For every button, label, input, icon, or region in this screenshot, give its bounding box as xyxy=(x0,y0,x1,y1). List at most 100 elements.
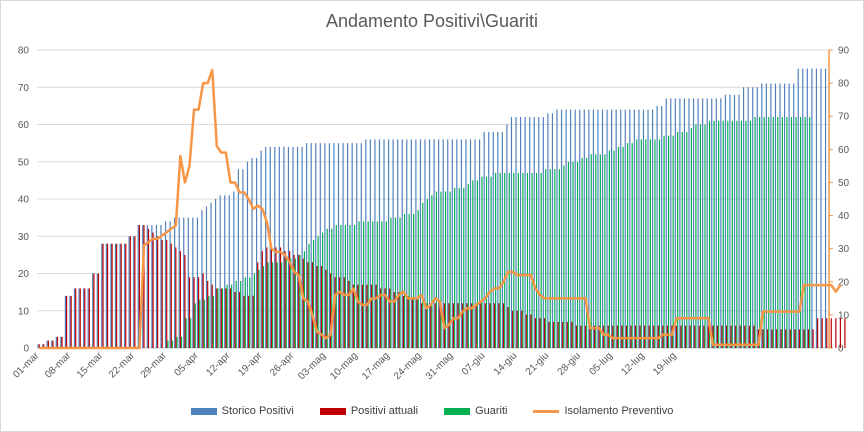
bar xyxy=(65,295,68,348)
bar xyxy=(835,318,837,348)
bar xyxy=(387,139,390,348)
bar-series xyxy=(37,68,846,349)
bar xyxy=(242,169,244,348)
bar xyxy=(471,303,473,348)
bar xyxy=(110,243,112,348)
bar xyxy=(413,213,415,348)
bar xyxy=(686,131,688,348)
bar xyxy=(134,236,136,348)
bar xyxy=(562,321,564,348)
bar xyxy=(390,217,392,348)
bar xyxy=(348,280,350,348)
bar xyxy=(42,344,44,348)
bar xyxy=(334,277,336,348)
bar xyxy=(557,321,559,348)
bar xyxy=(416,299,418,348)
bar xyxy=(517,172,519,348)
bar xyxy=(672,135,674,348)
bar xyxy=(736,120,738,349)
bar xyxy=(260,150,262,348)
bar xyxy=(79,288,81,348)
legend-item-positivi-attuali: Positivi attuali xyxy=(319,405,418,417)
bar xyxy=(372,221,374,348)
bar xyxy=(178,217,180,348)
bar xyxy=(752,87,754,348)
bar xyxy=(228,195,230,348)
y-axis-left: 0 10 20 30 40 50 60 70 80 xyxy=(18,46,30,355)
bar xyxy=(180,336,183,348)
bar xyxy=(129,236,131,348)
bar xyxy=(565,109,567,348)
bar xyxy=(333,143,335,348)
bar xyxy=(279,247,282,348)
bar xyxy=(507,307,509,348)
bar xyxy=(225,288,227,348)
bar xyxy=(380,288,382,348)
bar xyxy=(802,68,804,348)
bar xyxy=(493,303,496,348)
bar xyxy=(583,109,585,348)
bar xyxy=(820,68,822,348)
line-isolamento-preventivo xyxy=(39,68,842,350)
bar xyxy=(370,284,373,348)
bar xyxy=(522,172,524,348)
bar xyxy=(502,303,505,348)
bar xyxy=(592,109,594,348)
bar xyxy=(620,109,622,348)
bar xyxy=(194,303,196,348)
bar xyxy=(456,139,458,348)
bar xyxy=(499,172,501,348)
bar xyxy=(722,120,724,349)
bar xyxy=(476,180,479,348)
y-tick-label-left: 50 xyxy=(18,157,30,168)
bar xyxy=(702,98,704,348)
bar xyxy=(504,172,506,348)
bar xyxy=(363,221,365,348)
legend-swatch-isolamento xyxy=(533,409,560,413)
bar xyxy=(663,135,665,348)
bar xyxy=(785,329,787,348)
bar xyxy=(748,325,750,348)
bar xyxy=(601,109,604,348)
bar xyxy=(689,325,691,348)
bar xyxy=(147,228,150,348)
bar xyxy=(114,243,117,348)
bar xyxy=(179,251,181,348)
bar xyxy=(763,117,765,348)
bar xyxy=(844,318,846,348)
bar xyxy=(483,131,485,348)
bar xyxy=(526,172,529,348)
bar xyxy=(97,273,100,348)
bar xyxy=(707,325,709,348)
bar xyxy=(543,318,546,348)
bar xyxy=(47,340,49,348)
bar xyxy=(229,288,232,348)
bar xyxy=(774,83,777,349)
bar xyxy=(794,329,796,348)
bar xyxy=(706,98,708,348)
y-tick-label-left: 80 xyxy=(18,46,30,57)
bar xyxy=(243,295,245,348)
bar xyxy=(777,117,779,348)
bar xyxy=(789,329,791,348)
bar xyxy=(365,139,367,348)
bar xyxy=(137,225,139,348)
bar xyxy=(809,117,811,348)
bar xyxy=(312,239,315,348)
legend-swatch-guariti xyxy=(444,407,471,415)
legend-label-guariti: Guariti xyxy=(475,405,508,417)
bar xyxy=(475,303,477,348)
bar xyxy=(434,303,436,348)
bar xyxy=(246,161,249,348)
bar xyxy=(510,117,513,348)
bar xyxy=(207,280,209,348)
bar xyxy=(46,340,48,348)
bar xyxy=(745,120,747,349)
bar xyxy=(780,329,782,348)
bar xyxy=(534,318,537,348)
bar xyxy=(151,225,153,348)
bar xyxy=(93,273,95,348)
bar xyxy=(143,225,145,348)
legend-item-isolamento: Isolamento Preventivo xyxy=(533,405,673,417)
bar xyxy=(803,329,805,348)
